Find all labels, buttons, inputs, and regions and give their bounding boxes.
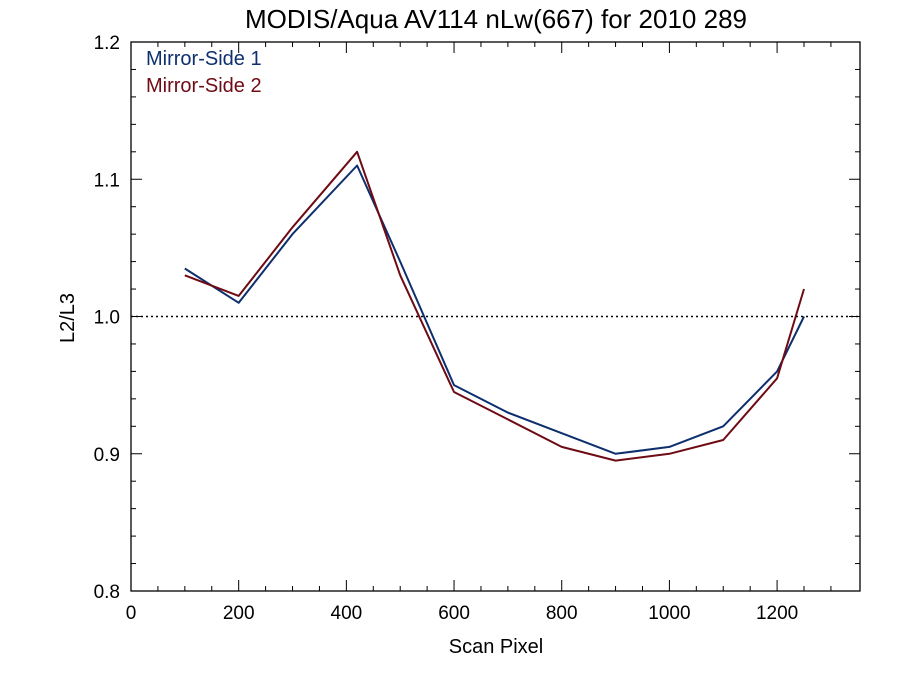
y-axis-label: L2/L3: [57, 293, 79, 343]
legend-mirror-side-1: Mirror-Side 1: [146, 48, 262, 70]
x-tick-label: 0: [126, 603, 137, 624]
x-ticks: 0 200 400 600 800 1000 1200: [126, 42, 832, 624]
y-tick-label: 0.8: [94, 582, 120, 603]
y-ticks: 0.8 0.9 1.0 1.1 1.2: [94, 33, 860, 603]
x-tick-label: 200: [223, 603, 255, 624]
series-line-1: [184, 164, 805, 455]
y-tick-label: 0.9: [94, 445, 120, 466]
series-line-2: [184, 150, 805, 462]
x-tick-label: 600: [438, 603, 470, 624]
series-lines: [184, 150, 805, 462]
x-axis-label: Scan Pixel: [449, 636, 544, 658]
legend-mirror-side-2: Mirror-Side 2: [146, 75, 262, 97]
plot-frame: [130, 41, 861, 592]
chart-title: MODIS/Aqua AV114 nLw(667) for 2010 289: [245, 4, 747, 34]
x-tick-label: 1200: [756, 603, 798, 624]
y-tick-label: 1.2: [94, 33, 120, 54]
y-tick-label: 1.0: [94, 308, 120, 329]
x-tick-label: 800: [546, 603, 578, 624]
y-tick-label: 1.1: [94, 170, 120, 191]
x-tick-label: 400: [331, 603, 363, 624]
x-tick-label: 1000: [648, 603, 690, 624]
